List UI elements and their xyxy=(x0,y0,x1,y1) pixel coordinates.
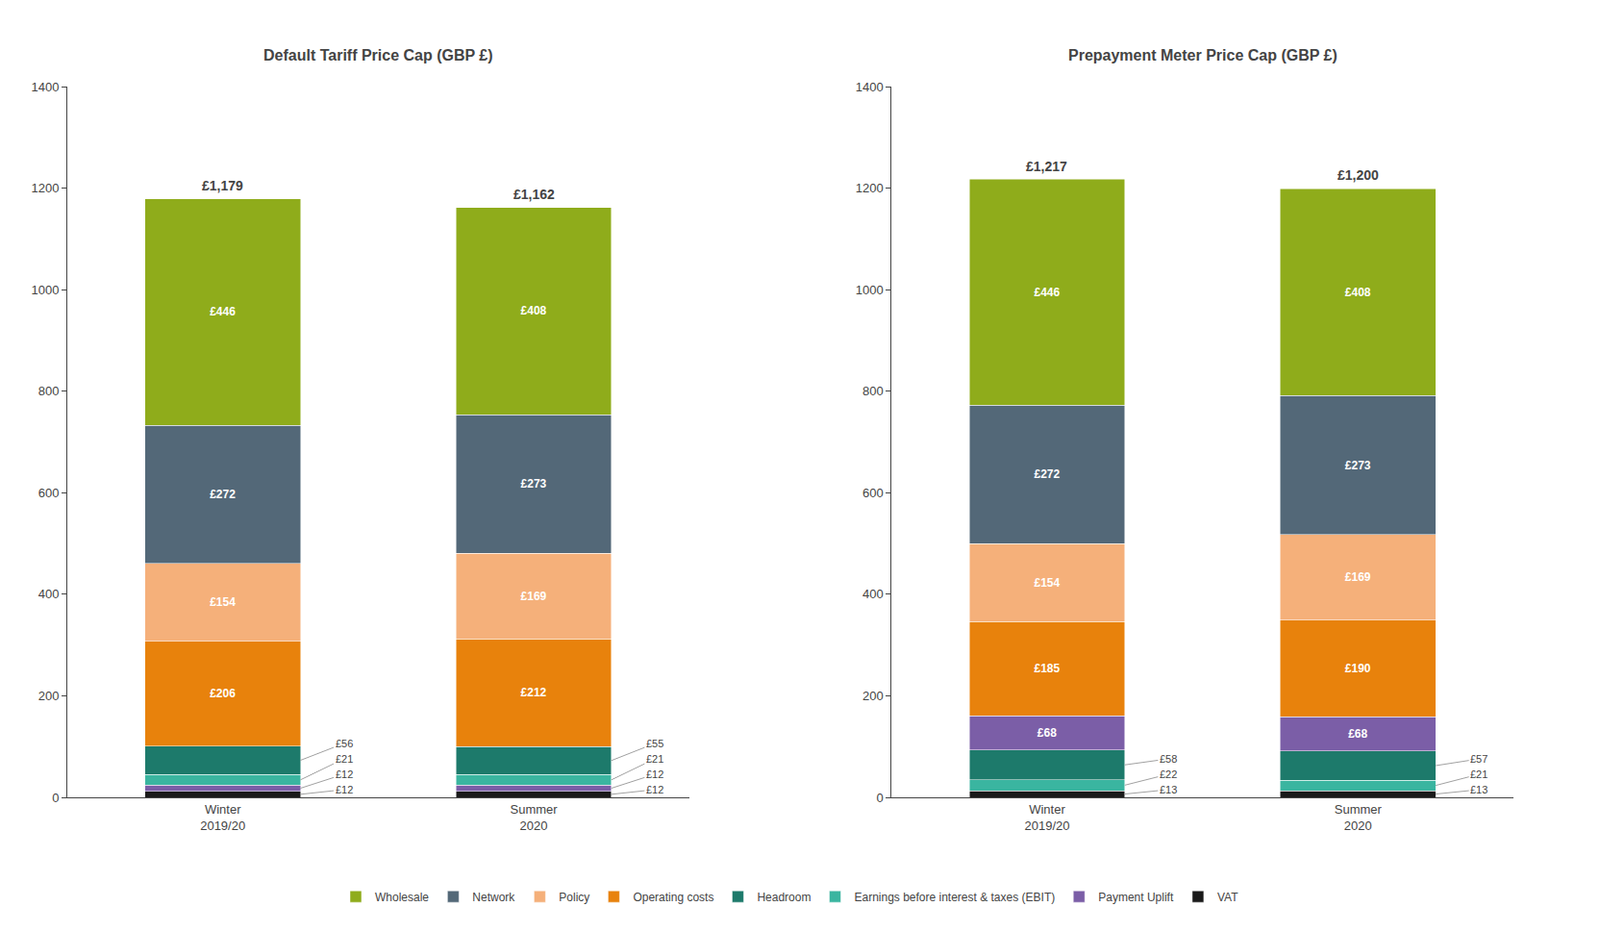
svg-text:£273: £273 xyxy=(1345,458,1372,473)
svg-text:1000: 1000 xyxy=(855,282,884,298)
svg-text:£1,179: £1,179 xyxy=(201,177,244,194)
svg-text:£12: £12 xyxy=(335,783,353,796)
svg-text:£56: £56 xyxy=(335,737,353,750)
svg-text:£1,200: £1,200 xyxy=(1337,167,1379,183)
svg-text:£13: £13 xyxy=(1159,783,1177,796)
svg-text:£1,162: £1,162 xyxy=(513,186,555,202)
svg-text:£206: £206 xyxy=(209,686,236,700)
svg-text:£169: £169 xyxy=(521,589,548,603)
svg-text:£68: £68 xyxy=(1037,725,1057,740)
svg-text:Headroom: Headroom xyxy=(756,890,811,904)
svg-text:£408: £408 xyxy=(521,303,548,318)
svg-text:600: 600 xyxy=(38,485,60,500)
svg-text:600: 600 xyxy=(862,485,884,500)
svg-text:£185: £185 xyxy=(1033,661,1060,675)
svg-text:£12: £12 xyxy=(646,783,664,796)
svg-text:200: 200 xyxy=(862,688,884,703)
svg-text:1400: 1400 xyxy=(855,79,884,95)
svg-text:£57: £57 xyxy=(1470,752,1488,765)
svg-text:800: 800 xyxy=(38,383,60,399)
svg-text:800: 800 xyxy=(862,383,884,399)
svg-text:£190: £190 xyxy=(1345,661,1372,675)
svg-text:0: 0 xyxy=(51,790,59,805)
svg-text:Winter2019/20: Winter2019/20 xyxy=(1024,801,1070,833)
svg-text:£154: £154 xyxy=(209,595,236,609)
svg-text:£22: £22 xyxy=(1159,768,1177,780)
svg-text:Operating costs: Operating costs xyxy=(632,890,714,904)
svg-text:1200: 1200 xyxy=(30,180,59,196)
svg-text:£58: £58 xyxy=(1159,752,1177,765)
svg-text:Default Tariff Price Cap (GBP: Default Tariff Price Cap (GBP £) xyxy=(263,47,494,64)
svg-text:400: 400 xyxy=(38,586,60,601)
svg-text:Payment Uplift: Payment Uplift xyxy=(1098,890,1175,904)
svg-text:Network: Network xyxy=(472,890,516,904)
svg-text:Summer2020: Summer2020 xyxy=(1334,801,1383,833)
svg-text:Policy: Policy xyxy=(558,890,590,904)
svg-text:Summer2020: Summer2020 xyxy=(509,801,558,833)
svg-text:400: 400 xyxy=(862,586,884,601)
svg-text:Winter2019/20: Winter2019/20 xyxy=(200,801,246,833)
svg-text:£272: £272 xyxy=(209,487,236,501)
svg-text:1000: 1000 xyxy=(30,282,59,298)
svg-text:£446: £446 xyxy=(209,304,236,319)
svg-text:200: 200 xyxy=(38,688,60,703)
svg-text:1400: 1400 xyxy=(30,79,59,95)
svg-text:£408: £408 xyxy=(1345,285,1372,300)
svg-text:VAT: VAT xyxy=(1217,890,1239,904)
svg-text:£12: £12 xyxy=(335,768,353,780)
svg-text:0: 0 xyxy=(875,790,883,805)
svg-text:£21: £21 xyxy=(646,752,664,765)
svg-text:£154: £154 xyxy=(1033,575,1060,590)
svg-text:£273: £273 xyxy=(521,476,548,491)
svg-text:£212: £212 xyxy=(521,685,548,700)
svg-text:£21: £21 xyxy=(1470,768,1488,780)
svg-text:£21: £21 xyxy=(335,752,353,765)
svg-text:£272: £272 xyxy=(1033,467,1060,481)
svg-text:£68: £68 xyxy=(1348,726,1368,741)
svg-text:£13: £13 xyxy=(1470,783,1488,796)
svg-text:£1,217: £1,217 xyxy=(1025,158,1068,175)
svg-text:£55: £55 xyxy=(646,737,664,750)
svg-text:£12: £12 xyxy=(646,768,664,780)
svg-text:£169: £169 xyxy=(1345,570,1372,584)
svg-text:Wholesale: Wholesale xyxy=(375,890,429,904)
svg-text:Prepayment Meter Price Cap (GB: Prepayment Meter Price Cap (GBP £) xyxy=(1068,47,1338,64)
svg-text:£446: £446 xyxy=(1033,285,1060,300)
svg-text:Earnings before interest & tax: Earnings before interest & taxes (EBIT) xyxy=(853,890,1055,904)
svg-text:1200: 1200 xyxy=(855,180,884,196)
